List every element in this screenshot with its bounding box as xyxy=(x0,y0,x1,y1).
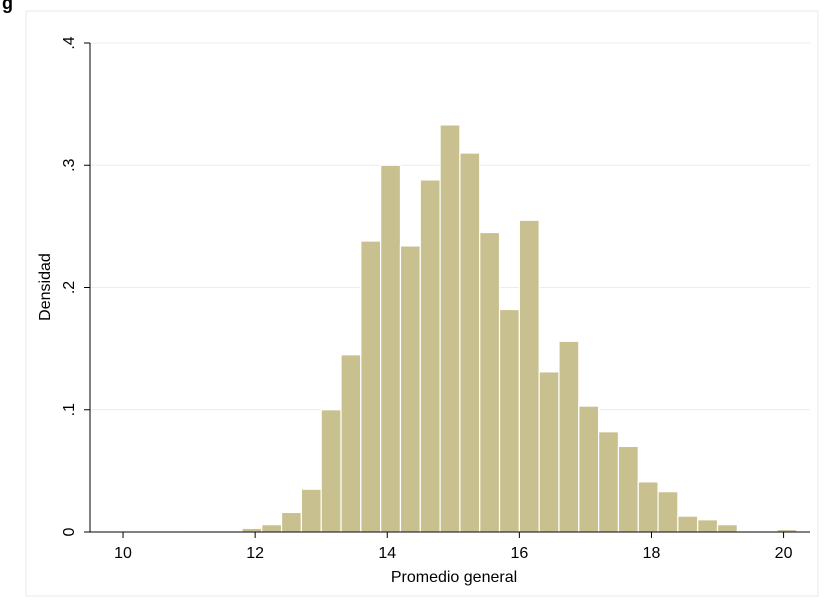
x-tick-label-1: 12 xyxy=(246,545,264,562)
histogram-bar-27 xyxy=(716,524,738,533)
histogram-bar-24 xyxy=(657,491,679,533)
histogram-bar-19 xyxy=(558,340,580,533)
histogram-bar-3 xyxy=(241,527,263,533)
histogram-bar-9 xyxy=(360,240,382,533)
histogram-bar-26 xyxy=(697,519,719,533)
histogram-bar-13 xyxy=(439,124,461,533)
x-ticks: 10 12 14 16 18 20 xyxy=(114,532,793,562)
histogram-bar-25 xyxy=(677,515,699,533)
histogram-bar-6 xyxy=(300,488,322,533)
y-ticks: 0 .1 .2 .3 .4 xyxy=(61,36,90,536)
histogram-bar-4 xyxy=(261,524,283,533)
histogram-bar-16 xyxy=(498,308,520,533)
histogram-bar-21 xyxy=(598,431,620,533)
y-tick-label-3: .3 xyxy=(61,158,78,171)
x-tick-label-4: 18 xyxy=(643,545,661,562)
histogram-bar-15 xyxy=(479,231,501,533)
histogram-bars xyxy=(181,124,798,533)
histogram-bar-7 xyxy=(320,409,342,533)
y-tick-label-0: 0 xyxy=(61,527,78,536)
histogram-bar-22 xyxy=(617,445,639,533)
y-tick-label-4: .4 xyxy=(61,36,78,49)
y-tick-label-1: .1 xyxy=(61,403,78,416)
histogram-bar-18 xyxy=(538,371,560,533)
y-axis-label: Densidad xyxy=(37,253,54,321)
histogram-bar-14 xyxy=(459,152,481,533)
histogram-bar-5 xyxy=(280,511,302,533)
y-tick-label-2: .2 xyxy=(61,281,78,294)
x-tick-label-5: 20 xyxy=(775,545,793,562)
histogram-bar-20 xyxy=(578,405,600,533)
x-tick-label-3: 16 xyxy=(510,545,528,562)
plot-outer-border xyxy=(25,10,819,597)
histogram-bar-10 xyxy=(380,164,402,533)
x-tick-label-2: 14 xyxy=(378,545,396,562)
histogram-bar-17 xyxy=(518,219,540,533)
header-text: g xyxy=(2,0,13,13)
histogram-bar-12 xyxy=(419,179,441,533)
histogram-bar-11 xyxy=(399,245,421,533)
histogram-bar-8 xyxy=(340,354,362,533)
x-tick-label-0: 10 xyxy=(114,545,132,562)
histogram-bar-23 xyxy=(637,481,659,533)
x-axis-label: Promedio general xyxy=(391,569,517,586)
